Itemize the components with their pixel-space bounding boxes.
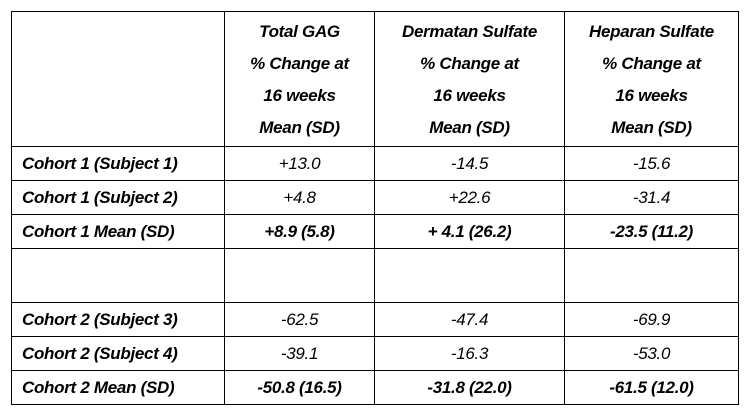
header-line: % Change at bbox=[602, 54, 701, 73]
total-gag-value: -50.8 (16.5) bbox=[224, 370, 375, 405]
heparan-sulfate-value: -31.4 bbox=[564, 180, 739, 215]
table-row-mean: Cohort 2 Mean (SD) -50.8 (16.5) -31.8 (2… bbox=[11, 370, 739, 405]
dermatan-sulfate-value: -47.4 bbox=[374, 302, 565, 337]
table-row: Cohort 2 (Subject 4) -39.1 -16.3 -53.0 bbox=[11, 336, 739, 371]
heparan-sulfate-value: -53.0 bbox=[564, 336, 739, 371]
table-row-spacer bbox=[11, 248, 739, 303]
header-line: 16 weeks bbox=[263, 86, 336, 105]
table-row: Cohort 2 (Subject 3) -62.5 -47.4 -69.9 bbox=[11, 302, 739, 337]
row-label: Cohort 2 Mean (SD) bbox=[11, 370, 225, 405]
heparan-sulfate-value: -61.5 (12.0) bbox=[564, 370, 739, 405]
header-dermatan-sulfate: Dermatan Sulfate % Change at 16 weeks Me… bbox=[374, 11, 565, 147]
row-label: Cohort 2 (Subject 4) bbox=[11, 336, 225, 371]
header-line: 16 weeks bbox=[433, 86, 506, 105]
header-line: Total GAG bbox=[259, 22, 340, 41]
header-line: Mean (SD) bbox=[259, 118, 340, 137]
total-gag-value: +8.9 (5.8) bbox=[224, 214, 375, 249]
header-row: Total GAG % Change at 16 weeks Mean (SD)… bbox=[11, 11, 739, 147]
header-line: Dermatan Sulfate bbox=[401, 22, 538, 41]
gag-change-table: Total GAG % Change at 16 weeks Mean (SD)… bbox=[11, 11, 739, 405]
header-line: Heparan Sulfate bbox=[589, 22, 714, 41]
header-line: % Change at bbox=[420, 54, 519, 73]
table-row: Cohort 1 (Subject 2) +4.8 +22.6 -31.4 bbox=[11, 180, 739, 215]
table-row-mean: Cohort 1 Mean (SD) +8.9 (5.8) + 4.1 (26.… bbox=[11, 214, 739, 249]
row-label: Cohort 2 (Subject 3) bbox=[11, 302, 225, 337]
heparan-sulfate-value: -23.5 (11.2) bbox=[564, 214, 739, 249]
header-line: Mean (SD) bbox=[429, 118, 510, 137]
dermatan-sulfate-value: -16.3 bbox=[374, 336, 565, 371]
row-label: Cohort 1 (Subject 2) bbox=[11, 180, 225, 215]
dermatan-sulfate-value: -31.8 (22.0) bbox=[374, 370, 565, 405]
total-gag-value: +4.8 bbox=[224, 180, 375, 215]
empty-cell bbox=[374, 248, 565, 303]
header-empty-cell bbox=[11, 11, 225, 147]
header-heparan-sulfate: Heparan Sulfate % Change at 16 weeks Mea… bbox=[564, 11, 739, 147]
dermatan-sulfate-value: -14.5 bbox=[374, 146, 565, 181]
total-gag-value: -62.5 bbox=[224, 302, 375, 337]
header-line: Mean (SD) bbox=[611, 118, 692, 137]
header-line: 16 weeks bbox=[615, 86, 688, 105]
header-total-gag: Total GAG % Change at 16 weeks Mean (SD) bbox=[224, 11, 375, 147]
heparan-sulfate-value: -69.9 bbox=[564, 302, 739, 337]
row-label: Cohort 1 Mean (SD) bbox=[11, 214, 225, 249]
empty-cell bbox=[11, 248, 225, 303]
total-gag-value: -39.1 bbox=[224, 336, 375, 371]
dermatan-sulfate-value: + 4.1 (26.2) bbox=[374, 214, 565, 249]
empty-cell bbox=[564, 248, 739, 303]
row-label: Cohort 1 (Subject 1) bbox=[11, 146, 225, 181]
dermatan-sulfate-value: +22.6 bbox=[374, 180, 565, 215]
empty-cell bbox=[224, 248, 375, 303]
total-gag-value: +13.0 bbox=[224, 146, 375, 181]
header-line: % Change at bbox=[250, 54, 349, 73]
heparan-sulfate-value: -15.6 bbox=[564, 146, 739, 181]
table-row: Cohort 1 (Subject 1) +13.0 -14.5 -15.6 bbox=[11, 146, 739, 181]
